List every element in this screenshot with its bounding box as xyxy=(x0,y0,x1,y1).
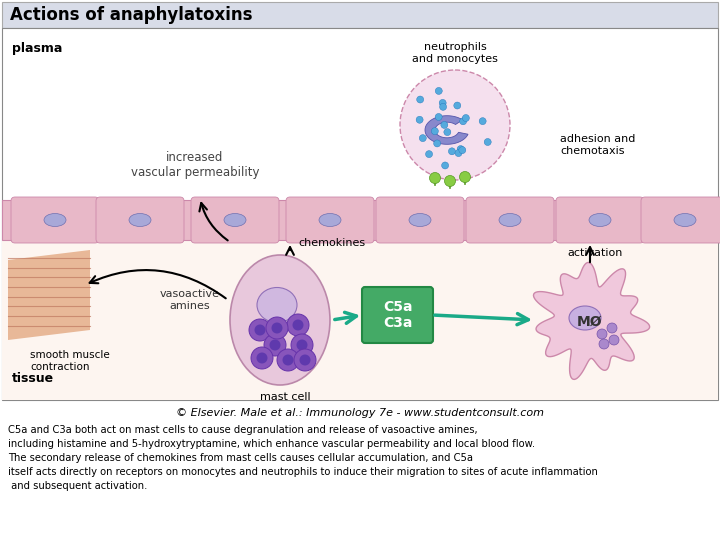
Ellipse shape xyxy=(257,287,297,322)
Circle shape xyxy=(416,116,423,123)
Text: increased
vascular permeability: increased vascular permeability xyxy=(131,151,259,179)
Circle shape xyxy=(454,102,461,109)
Circle shape xyxy=(254,325,266,335)
Text: tissue: tissue xyxy=(12,372,54,385)
FancyBboxPatch shape xyxy=(466,197,554,243)
Ellipse shape xyxy=(319,213,341,226)
Circle shape xyxy=(457,146,464,153)
Circle shape xyxy=(256,353,268,363)
Text: C5a and C3a both act on mast cells to cause degranulation and release of vasoact: C5a and C3a both act on mast cells to ca… xyxy=(8,425,477,435)
Ellipse shape xyxy=(230,255,330,385)
Circle shape xyxy=(287,314,309,336)
Circle shape xyxy=(277,349,299,371)
FancyBboxPatch shape xyxy=(2,240,718,400)
Text: and subsequent activation.: and subsequent activation. xyxy=(8,481,148,491)
Circle shape xyxy=(269,340,281,350)
Circle shape xyxy=(444,129,451,136)
Text: smooth muscle
contraction: smooth muscle contraction xyxy=(30,350,109,372)
Text: Actions of anaphylatoxins: Actions of anaphylatoxins xyxy=(10,6,253,24)
Circle shape xyxy=(400,70,510,180)
Circle shape xyxy=(597,329,607,339)
Circle shape xyxy=(419,134,426,141)
Circle shape xyxy=(433,140,441,147)
Circle shape xyxy=(300,354,310,366)
Circle shape xyxy=(444,176,456,186)
Text: The secondary release of chemokines from mast cells causes cellular accumulation: The secondary release of chemokines from… xyxy=(8,453,473,463)
Circle shape xyxy=(439,99,446,106)
Polygon shape xyxy=(8,250,90,340)
FancyBboxPatch shape xyxy=(362,287,433,343)
Ellipse shape xyxy=(44,213,66,226)
Ellipse shape xyxy=(569,306,601,330)
Circle shape xyxy=(264,334,286,356)
Circle shape xyxy=(479,118,486,125)
Text: C5a
C3a: C5a C3a xyxy=(383,300,413,330)
Circle shape xyxy=(459,147,466,153)
FancyBboxPatch shape xyxy=(286,197,374,243)
FancyBboxPatch shape xyxy=(376,197,464,243)
Text: © Elsevier. Male et al.: Immunology 7e - www.studentconsult.com: © Elsevier. Male et al.: Immunology 7e -… xyxy=(176,408,544,418)
Ellipse shape xyxy=(409,213,431,226)
Circle shape xyxy=(459,172,470,183)
Circle shape xyxy=(266,317,288,339)
Circle shape xyxy=(417,96,423,103)
Text: adhesion and
chemotaxis: adhesion and chemotaxis xyxy=(560,134,635,156)
Circle shape xyxy=(462,114,469,122)
Text: including histamine and 5-hydroxytryptamine, which enhance vascular permeability: including histamine and 5-hydroxytryptam… xyxy=(8,439,535,449)
Circle shape xyxy=(297,340,307,350)
Circle shape xyxy=(599,339,609,349)
Polygon shape xyxy=(425,116,468,144)
FancyBboxPatch shape xyxy=(191,197,279,243)
Circle shape xyxy=(449,148,456,155)
Ellipse shape xyxy=(674,213,696,226)
FancyBboxPatch shape xyxy=(2,28,718,400)
Circle shape xyxy=(441,162,449,169)
Circle shape xyxy=(441,122,448,129)
Circle shape xyxy=(271,322,282,334)
Ellipse shape xyxy=(589,213,611,226)
FancyBboxPatch shape xyxy=(96,197,184,243)
Circle shape xyxy=(431,127,438,134)
Polygon shape xyxy=(534,262,649,380)
Circle shape xyxy=(282,354,294,366)
Text: itself acts directly on receptors on monocytes and neutrophils to induce their m: itself acts directly on receptors on mon… xyxy=(8,467,598,477)
Text: MØ: MØ xyxy=(577,315,603,329)
Circle shape xyxy=(435,113,442,120)
Ellipse shape xyxy=(224,213,246,226)
Circle shape xyxy=(455,150,462,157)
Text: activation: activation xyxy=(567,248,623,258)
Ellipse shape xyxy=(129,213,151,226)
FancyBboxPatch shape xyxy=(2,200,718,240)
Circle shape xyxy=(440,103,446,110)
Circle shape xyxy=(249,319,271,341)
Text: neutrophils
and monocytes: neutrophils and monocytes xyxy=(412,42,498,64)
Circle shape xyxy=(292,320,304,330)
Circle shape xyxy=(426,151,433,158)
Circle shape xyxy=(430,172,441,184)
Circle shape xyxy=(436,87,442,94)
FancyBboxPatch shape xyxy=(2,2,718,28)
Ellipse shape xyxy=(499,213,521,226)
Circle shape xyxy=(294,349,316,371)
FancyBboxPatch shape xyxy=(11,197,99,243)
Circle shape xyxy=(607,323,617,333)
FancyBboxPatch shape xyxy=(556,197,644,243)
Text: mast cell: mast cell xyxy=(260,392,310,402)
Circle shape xyxy=(251,347,273,369)
FancyBboxPatch shape xyxy=(641,197,720,243)
Circle shape xyxy=(291,334,313,356)
Text: plasma: plasma xyxy=(12,42,63,55)
Circle shape xyxy=(485,138,491,145)
Text: chemokines: chemokines xyxy=(298,238,365,248)
Circle shape xyxy=(609,335,619,345)
Circle shape xyxy=(459,118,467,125)
Text: vasoactive
amines: vasoactive amines xyxy=(160,289,220,311)
